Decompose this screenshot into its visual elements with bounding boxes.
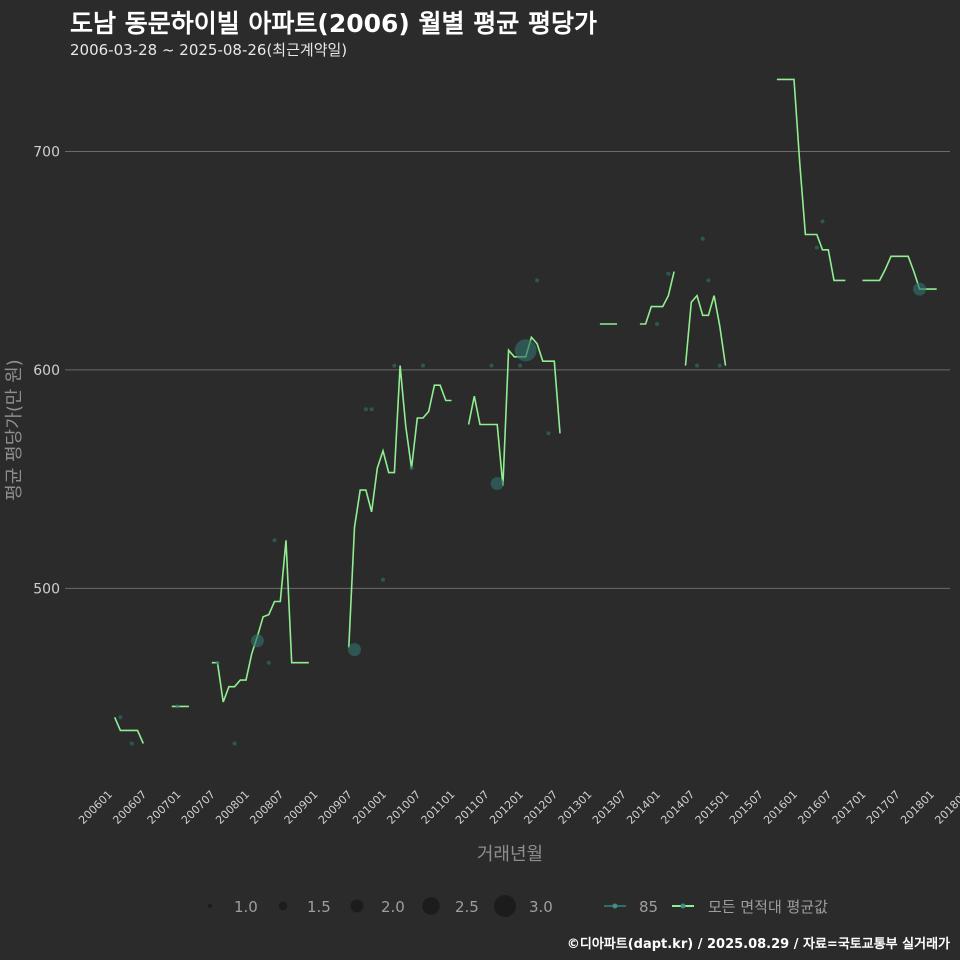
x-axis-title: 거래년월 bbox=[477, 844, 543, 865]
data-point bbox=[489, 363, 494, 368]
x-tick-label: 200901 bbox=[282, 788, 321, 827]
data-point bbox=[369, 407, 374, 412]
x-tick-label: 201507 bbox=[727, 788, 766, 827]
data-point bbox=[820, 219, 825, 224]
x-tick-label: 201007 bbox=[384, 788, 423, 827]
legend: 1.0 1.5 2.0 2.5 3.0 85 모든 면적대 평균값 bbox=[208, 895, 828, 917]
legend-size-label: 2.0 bbox=[381, 898, 405, 916]
data-point bbox=[913, 282, 927, 296]
x-tick-label: 201407 bbox=[658, 788, 697, 827]
x-axis-ticks: 2006012006072007012007072008012008072009… bbox=[76, 788, 960, 827]
data-point bbox=[266, 660, 271, 665]
avg-line-segment bbox=[776, 78, 846, 282]
data-point bbox=[409, 466, 414, 471]
data-point bbox=[118, 715, 123, 720]
legend-size-key bbox=[494, 895, 516, 917]
x-tick-label: 200607 bbox=[110, 788, 149, 827]
data-point bbox=[232, 741, 237, 746]
x-tick-label: 201101 bbox=[419, 788, 458, 827]
data-point bbox=[215, 660, 220, 665]
y-axis-title: 평균 평당가(만 원) bbox=[4, 359, 25, 500]
chart-title: 도남 동문하이빌 아파트(2006) 월별 평균 평당가 bbox=[70, 9, 597, 38]
data-point bbox=[655, 322, 659, 326]
area-85-points bbox=[118, 219, 927, 746]
legend-85-label: 85 bbox=[639, 898, 658, 916]
legend-size-label: 2.5 bbox=[455, 898, 479, 916]
x-tick-label: 201601 bbox=[761, 788, 800, 827]
x-tick-label: 201307 bbox=[590, 788, 629, 827]
data-point bbox=[381, 577, 385, 582]
data-point bbox=[348, 643, 361, 657]
x-tick-label: 200707 bbox=[179, 788, 218, 827]
legend-85-key-dot bbox=[612, 903, 618, 909]
x-tick-label: 200907 bbox=[316, 788, 355, 827]
y-tick-label: 600 bbox=[33, 363, 60, 379]
data-point bbox=[490, 477, 504, 490]
data-point bbox=[392, 363, 397, 368]
avg-line-segment bbox=[639, 271, 675, 325]
legend-avg-label: 모든 면적대 평균값 bbox=[708, 898, 828, 916]
data-point bbox=[421, 363, 425, 368]
x-tick-label: 201801 bbox=[898, 788, 937, 827]
data-point bbox=[706, 278, 711, 283]
source-caption: ©디아파트(dapt.kr) / 2025.08.29 / 자료=국토교통부 실… bbox=[566, 937, 950, 952]
x-tick-label: 201807 bbox=[932, 788, 960, 827]
x-tick-label: 201701 bbox=[830, 788, 869, 827]
x-tick-label: 201001 bbox=[350, 788, 389, 827]
data-point bbox=[695, 363, 699, 368]
x-tick-label: 201401 bbox=[624, 788, 663, 827]
average-line-series bbox=[113, 78, 937, 744]
data-point bbox=[129, 741, 134, 746]
legend-size-key bbox=[422, 897, 440, 915]
data-point bbox=[272, 538, 277, 543]
data-point bbox=[514, 339, 537, 362]
avg-line-segment bbox=[862, 255, 937, 290]
data-point bbox=[700, 236, 705, 241]
y-tick-label: 700 bbox=[33, 144, 60, 160]
data-point bbox=[175, 704, 180, 709]
legend-size-key bbox=[350, 899, 364, 913]
avg-line-segment bbox=[467, 335, 561, 486]
chart-subtitle: 2006-03-28 ~ 2025-08-26(최근계약일) bbox=[70, 41, 348, 59]
avg-line-segment bbox=[211, 540, 309, 703]
x-tick-label: 201607 bbox=[795, 788, 834, 827]
data-point bbox=[518, 363, 522, 368]
data-point bbox=[717, 363, 722, 368]
x-tick-label: 201707 bbox=[864, 788, 903, 827]
x-tick-label: 201201 bbox=[487, 788, 526, 827]
x-tick-label: 201301 bbox=[556, 788, 595, 827]
data-point bbox=[546, 431, 551, 436]
x-tick-label: 201107 bbox=[453, 788, 492, 827]
data-point bbox=[814, 245, 819, 250]
x-tick-label: 200801 bbox=[213, 788, 252, 827]
legend-avg-key-dot bbox=[680, 903, 686, 909]
legend-size-label: 1.0 bbox=[234, 898, 258, 916]
x-tick-label: 201207 bbox=[521, 788, 560, 827]
legend-size-label: 3.0 bbox=[529, 898, 553, 916]
data-point bbox=[535, 278, 540, 283]
y-axis-ticks: 500 600 700 bbox=[33, 144, 60, 597]
avg-line-segment bbox=[113, 716, 145, 744]
x-tick-label: 200807 bbox=[247, 788, 286, 827]
x-tick-label: 200701 bbox=[145, 788, 184, 827]
data-point bbox=[250, 634, 264, 648]
legend-size-label: 1.5 bbox=[307, 898, 331, 916]
avg-line-segment bbox=[684, 293, 727, 366]
x-tick-label: 200601 bbox=[76, 788, 115, 827]
y-tick-label: 500 bbox=[33, 581, 60, 597]
x-tick-label: 201501 bbox=[693, 788, 732, 827]
avg-line-segment bbox=[348, 365, 452, 648]
data-point bbox=[666, 271, 671, 276]
legend-size-key bbox=[278, 901, 288, 911]
legend-size-key bbox=[208, 904, 212, 908]
data-point bbox=[363, 407, 368, 412]
